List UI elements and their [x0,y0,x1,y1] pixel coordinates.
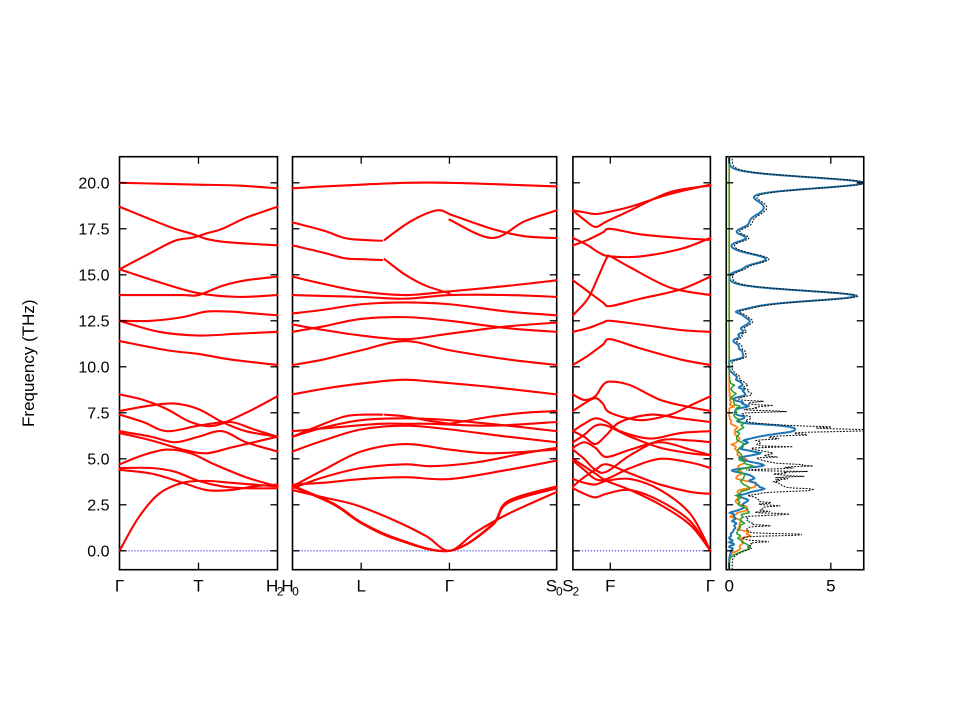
svg-text:0: 0 [724,577,733,596]
svg-text:0.0: 0.0 [87,543,109,560]
svg-text:2.5: 2.5 [87,497,109,514]
svg-text:Γ: Γ [445,577,454,596]
svg-text:0: 0 [556,585,563,599]
svg-text:Γ: Γ [706,577,715,596]
svg-text:F: F [605,577,615,596]
svg-text:2: 2 [573,585,580,599]
svg-text:20.0: 20.0 [78,175,109,192]
svg-text:0: 0 [292,585,299,599]
svg-text:7.5: 7.5 [87,405,109,422]
svg-text:T: T [193,577,203,596]
svg-text:2: 2 [277,585,284,599]
svg-text:15.0: 15.0 [78,267,109,284]
svg-text:Frequency (THz): Frequency (THz) [19,299,38,427]
svg-text:Γ: Γ [115,577,124,596]
svg-text:5.0: 5.0 [87,451,109,468]
svg-text:17.5: 17.5 [78,221,109,238]
svg-text:L: L [356,577,365,596]
svg-text:12.5: 12.5 [78,313,109,330]
svg-text:5: 5 [826,577,835,596]
svg-text:10.0: 10.0 [78,359,109,376]
